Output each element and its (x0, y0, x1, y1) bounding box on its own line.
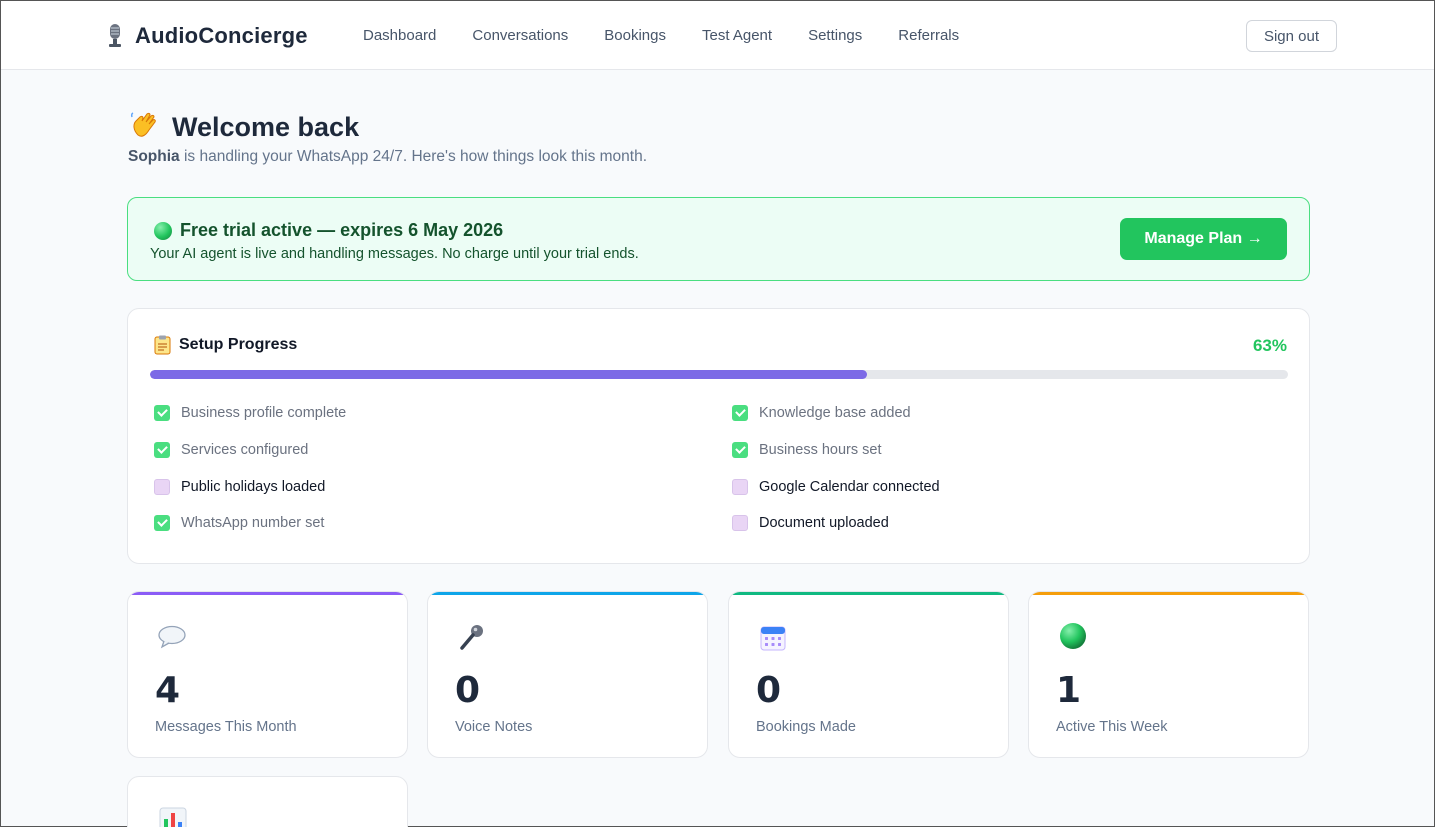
checklist-label: WhatsApp number set (181, 515, 325, 531)
stat-label: Messages This Month (155, 719, 297, 735)
checklist-label: Document uploaded (759, 515, 889, 531)
stat-value: 0 (455, 670, 481, 711)
checkbox-checked-icon (154, 405, 170, 421)
nav-links: Dashboard Conversations Bookings Test Ag… (363, 27, 995, 44)
stat-card-active-week: 1 Active This Week (1028, 591, 1309, 758)
speech-bubble-icon (156, 622, 188, 654)
progress-bar (150, 370, 1288, 379)
checklist-item: Google Calendar connected (732, 479, 940, 495)
stat-label: Active This Week (1056, 719, 1168, 735)
checkbox-empty-icon (732, 515, 748, 531)
checkbox-checked-icon (732, 405, 748, 421)
calendar-icon (757, 622, 789, 654)
trial-title-text: Free trial active — expires 6 May 2026 (180, 220, 504, 240)
page-title: Welcome back (172, 111, 360, 142)
green-dot-icon (1057, 622, 1089, 654)
checklist-label: Business hours set (759, 442, 882, 458)
checklist-item: Business hours set (732, 442, 882, 458)
stat-label: Voice Notes (455, 719, 533, 735)
checklist-item: Services configured (154, 442, 308, 458)
stat-card-analytics (127, 776, 408, 827)
microphone-logo-icon (105, 23, 125, 49)
nav-conversations[interactable]: Conversations (472, 27, 569, 44)
stat-accent-line (729, 592, 1008, 595)
microphone-icon (456, 622, 488, 654)
checklist-item: Public holidays loaded (154, 479, 325, 495)
setup-title: Setup Progress (179, 336, 298, 353)
checkbox-empty-icon (154, 479, 170, 495)
welcome-heading: Welcome back (130, 111, 359, 143)
checklist-label: Business profile complete (181, 405, 347, 421)
checklist-label: Public holidays loaded (181, 479, 326, 495)
checkbox-checked-icon (154, 442, 170, 458)
checklist-item: Business profile complete (154, 405, 346, 421)
stat-card-bookings: 0 Bookings Made (728, 591, 1009, 758)
waving-hand-icon (130, 111, 160, 143)
checkbox-checked-icon (732, 442, 748, 458)
nav-dashboard[interactable]: Dashboard (363, 27, 437, 44)
checkbox-checked-icon (154, 515, 170, 531)
stat-value: 4 (155, 670, 181, 711)
checklist-item: Knowledge base added (732, 405, 911, 421)
stat-card-voice-notes: 0 Voice Notes (427, 591, 708, 758)
checkbox-empty-icon (732, 479, 748, 495)
sign-out-button[interactable]: Sign out (1246, 20, 1337, 52)
nav-settings[interactable]: Settings (808, 27, 863, 44)
nav-bookings[interactable]: Bookings (604, 27, 666, 44)
stat-accent-line (128, 592, 407, 595)
checklist-item: WhatsApp number set (154, 515, 324, 531)
progress-bar-fill (150, 370, 867, 379)
trial-subtitle: Your AI agent is live and handling messa… (150, 246, 639, 262)
trial-title: Free trial active — expires 6 May 2026 (154, 220, 503, 241)
stat-label: Bookings Made (756, 719, 856, 735)
top-nav: AudioConcierge Dashboard Conversations B… (1, 1, 1434, 70)
brand[interactable]: AudioConcierge (105, 23, 308, 49)
setup-progress-card: Setup Progress 63% Business profile comp… (127, 308, 1310, 564)
brand-name: AudioConcierge (135, 23, 308, 48)
manage-plan-button[interactable]: Manage Plan → (1120, 218, 1287, 260)
setup-percent: 63% (1252, 336, 1287, 355)
green-status-icon (154, 221, 172, 240)
stat-value: 1 (1056, 670, 1082, 711)
checklist-label: Services configured (181, 442, 309, 458)
bar-chart-icon (159, 807, 187, 827)
trial-banner: Free trial active — expires 6 May 2026 Y… (127, 197, 1310, 281)
welcome-subtitle: Sophia is handling your WhatsApp 24/7. H… (128, 148, 647, 166)
checklist-label: Google Calendar connected (759, 479, 940, 495)
stat-value: 0 (756, 670, 782, 711)
stat-card-messages: 4 Messages This Month (127, 591, 408, 758)
nav-referrals[interactable]: Referrals (898, 27, 960, 44)
stat-accent-line (428, 592, 707, 595)
checklist-label: Knowledge base added (759, 405, 911, 421)
setup-header: Setup Progress (154, 335, 297, 355)
checklist-item: Document uploaded (732, 515, 889, 531)
stat-accent-line (1029, 592, 1308, 595)
nav-test-agent[interactable]: Test Agent (702, 27, 773, 44)
agent-name: Sophia (128, 148, 180, 165)
subtitle-text: is handling your WhatsApp 24/7. Here's h… (179, 148, 648, 165)
clipboard-icon (154, 335, 171, 355)
